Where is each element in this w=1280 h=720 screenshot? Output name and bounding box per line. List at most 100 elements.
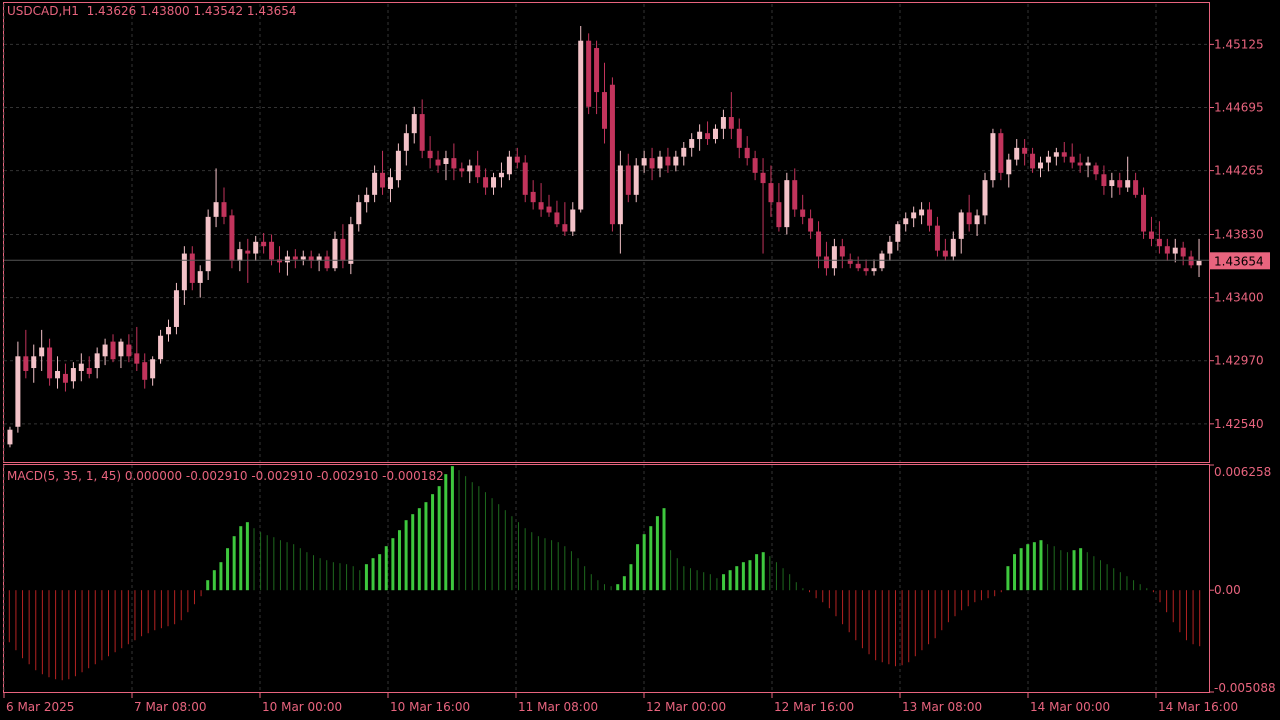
candle-body (1109, 180, 1115, 187)
candle (372, 165, 378, 203)
macd-bar (114, 590, 116, 653)
candle (324, 250, 330, 272)
macd-bar (551, 540, 553, 591)
candle (649, 147, 655, 181)
candle (181, 246, 187, 305)
candle-body (427, 150, 433, 159)
macd-bar (1053, 546, 1055, 591)
macd-bar (1013, 554, 1017, 591)
candle-body (387, 177, 393, 189)
macd-bar (524, 528, 526, 591)
candle (712, 124, 718, 144)
macd-bar (253, 528, 255, 591)
symbol-info: USDCAD,H1 1.43626 1.43800 1.43542 1.4365… (7, 4, 297, 18)
candle (348, 216, 354, 275)
candle-body (356, 202, 362, 225)
candle (261, 233, 267, 254)
candle-body (657, 156, 663, 169)
candle-body (15, 356, 21, 427)
macd-bar (875, 590, 877, 661)
macd-bar (397, 530, 401, 591)
macd-bar (604, 584, 605, 591)
candle-body (23, 356, 29, 371)
candle-body (332, 238, 338, 269)
candle-body (911, 212, 917, 219)
macd-bar (478, 486, 480, 591)
candle-body (276, 259, 282, 263)
macd-bar (842, 590, 844, 625)
macd-bar (48, 590, 50, 678)
candle-body (1125, 180, 1131, 188)
macd-bar (391, 538, 395, 591)
macd-bar (703, 572, 705, 591)
candle (641, 150, 647, 173)
candle-body (712, 128, 718, 140)
candle-body (578, 40, 584, 210)
macd-bar (761, 552, 765, 591)
macd-bar (41, 590, 43, 675)
macd-bar (855, 590, 857, 641)
macd-bar (471, 482, 473, 591)
candle-body (1180, 247, 1186, 257)
macd-bar (1000, 590, 1002, 593)
macd-bar (716, 578, 718, 591)
candle-body (1037, 162, 1043, 169)
candle-body (348, 224, 354, 264)
candle-body (300, 256, 306, 260)
macd-pane-frame (3, 464, 1210, 693)
macd-bar (1199, 590, 1201, 647)
candle (816, 221, 822, 269)
macd-bar (437, 486, 441, 591)
macd-bar (108, 590, 110, 657)
candle (689, 133, 695, 157)
macd-bar (1172, 590, 1174, 623)
macd-bar (1179, 590, 1181, 633)
macd-bar (934, 590, 936, 639)
macd-bar (636, 544, 640, 591)
candle-body (372, 172, 378, 195)
candle-body (70, 368, 76, 382)
macd-bar (769, 556, 771, 591)
candle (863, 259, 869, 276)
x-tick-label: 13 Mar 08:00 (902, 700, 982, 714)
candle-body (617, 165, 623, 225)
candle (784, 172, 790, 235)
macd-bar (484, 492, 486, 591)
candle (427, 136, 433, 169)
candle-body (47, 347, 53, 379)
candle-body (736, 128, 742, 148)
candle-body (927, 209, 933, 226)
macd-bar (260, 532, 262, 591)
x-tick-label: 10 Mar 00:00 (262, 700, 342, 714)
candle-body (205, 216, 211, 272)
macd-bar (987, 590, 989, 599)
candle-body (562, 224, 568, 232)
candle (554, 200, 560, 228)
y-tick-label: 1.45125 (1214, 37, 1264, 51)
macd-bar (662, 508, 666, 591)
macd-bar (947, 590, 949, 623)
candle-body (166, 326, 172, 335)
candle (39, 329, 45, 371)
macd-bar (1166, 590, 1168, 613)
macd-bar (584, 566, 586, 591)
macd-bar (782, 568, 784, 591)
candle-body (118, 341, 124, 357)
macd-bar (901, 590, 903, 666)
macd-bar (226, 548, 230, 591)
candle-body (173, 290, 179, 327)
macd-bar (518, 522, 520, 591)
macd-bar (835, 590, 837, 617)
candle-body (1141, 194, 1147, 232)
candle-body (269, 241, 275, 260)
candle-body (1006, 159, 1012, 175)
macd-bar (219, 562, 223, 591)
candle (229, 209, 235, 269)
macd-bar (431, 494, 435, 591)
macd-bar (908, 590, 910, 663)
candle-body (134, 353, 140, 364)
macd-bar (868, 590, 870, 655)
candle (562, 202, 568, 236)
macd-bar (888, 590, 890, 665)
